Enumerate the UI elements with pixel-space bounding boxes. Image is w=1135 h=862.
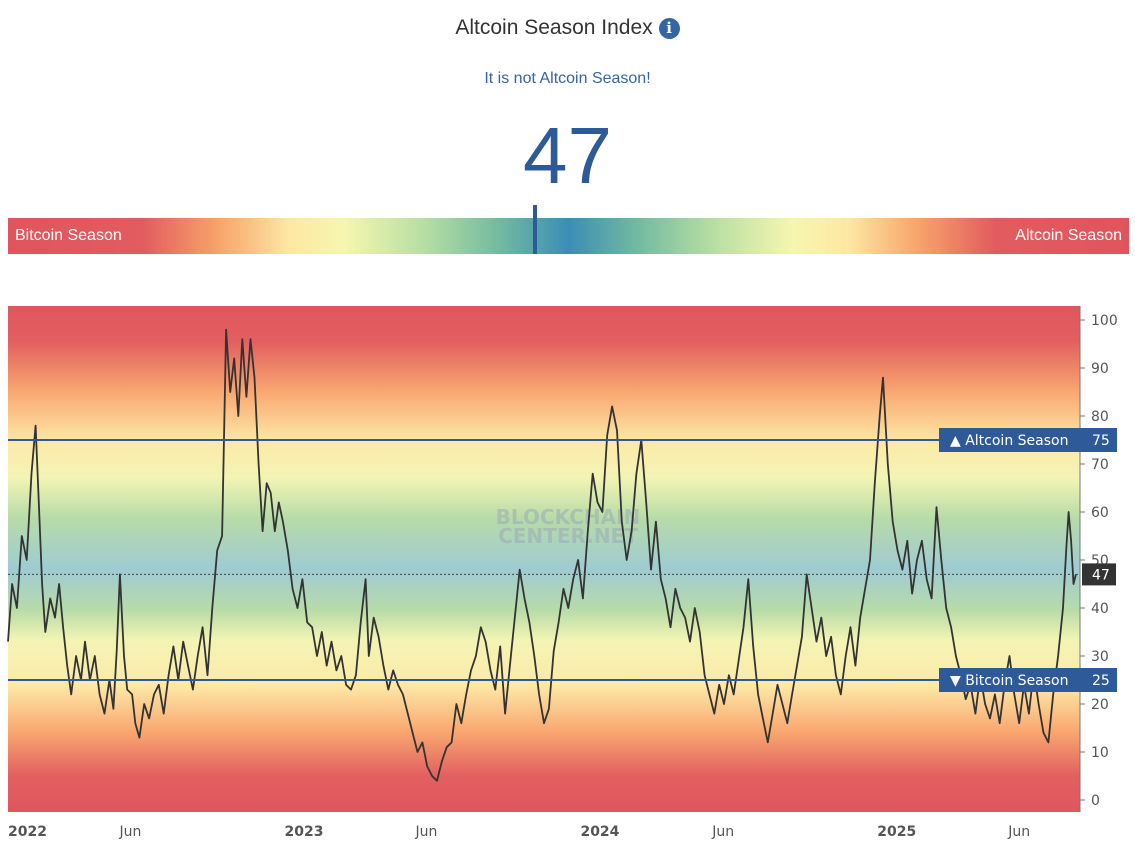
threshold-label: ▲ Altcoin Season (950, 433, 1068, 449)
info-icon[interactable]: i (658, 17, 680, 39)
y-tick-label: 100 (1091, 313, 1118, 329)
current-value-label: 47 (1092, 567, 1110, 583)
x-tick-label: 2022 (8, 824, 47, 840)
y-tick-label: 40 (1091, 601, 1109, 617)
watermark-line-2: CENTER.NET (498, 524, 638, 548)
plot-background (8, 306, 1080, 812)
current-value-badge (1082, 563, 1116, 586)
y-tick-label: 10 (1091, 745, 1109, 761)
chart-container: BLOCKCHAIN CENTER.NET 0 10 20 30 40 50 60 70 80 9… (0, 300, 1135, 857)
x-tick-label: 2025 (877, 824, 916, 840)
title-row: Altcoin Season Index i (0, 16, 1135, 40)
y-tick-label: 90 (1091, 361, 1109, 377)
x-tick-label: Jun (711, 824, 734, 840)
threshold-label: ▼ Bitcoin Season (950, 673, 1069, 689)
y-tick-label: 80 (1091, 409, 1109, 425)
season-gradient-bar: Bitcoin Season Altcoin Season (8, 218, 1129, 254)
y-tick-label: 0 (1091, 793, 1100, 809)
threshold-value-label: 75 (1092, 433, 1110, 449)
x-axis: 2022 Jun 2023 Jun 2024 Jun 2025 Jun (8, 824, 1030, 840)
watermark-line-1: BLOCKCHAIN (496, 505, 641, 529)
series-layer (7, 328, 1077, 782)
bitcoin-season-label: Bitcoin Season (15, 227, 122, 244)
threshold-value-label: 25 (1092, 673, 1110, 689)
series-line (7, 328, 1077, 782)
y-tick-label: 20 (1091, 697, 1109, 713)
current-value: 47 (8, 563, 1116, 586)
x-tick-label: 2023 (284, 824, 323, 840)
x-tick-label: Jun (119, 824, 142, 840)
threshold-label-box (939, 668, 1117, 692)
x-tick-label: 2024 (580, 824, 619, 840)
index-value: 47 (523, 111, 612, 200)
y-tick-label: 70 (1091, 457, 1109, 473)
season-status: It is not Altcoin Season! (484, 70, 651, 87)
y-tick-label: 60 (1091, 505, 1109, 521)
page-title: Altcoin Season Index (455, 16, 653, 39)
threshold-label-box (939, 428, 1117, 452)
index-marker (532, 205, 537, 254)
x-tick-label: Jun (1007, 824, 1030, 840)
altcoin-season-label: Altcoin Season (1015, 227, 1122, 244)
x-tick-label: Jun (414, 824, 437, 840)
season-index-chart: BLOCKCHAIN CENTER.NET 010203040506070809… (7, 306, 1118, 840)
y-tick-label: 30 (1091, 649, 1109, 665)
threshold-lines: ▲ Altcoin Season 75 ▼ Bitcoin Season 25 (8, 428, 1117, 692)
